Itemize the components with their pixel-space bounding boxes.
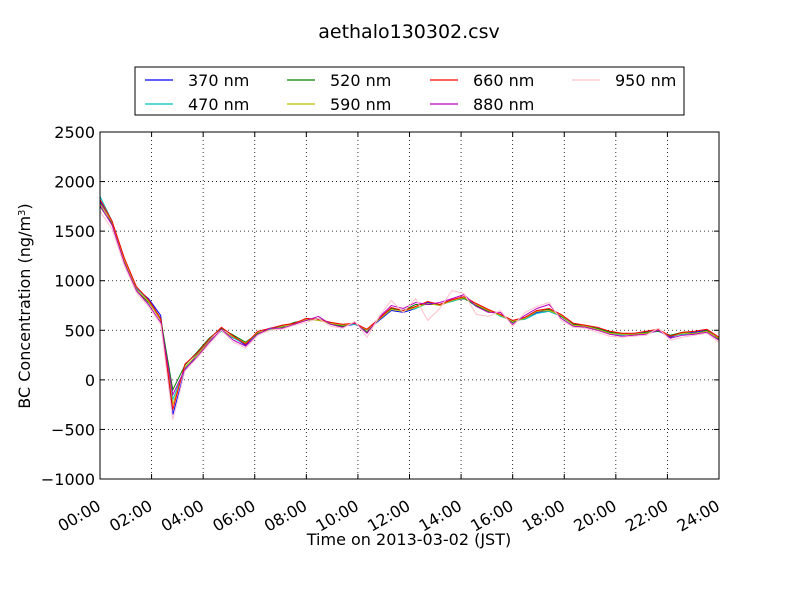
x-tick-label: 04:00 <box>158 496 207 536</box>
series-line-590-nm <box>99 203 720 405</box>
x-tick-label: 18:00 <box>519 496 568 536</box>
x-tick-label: 00:00 <box>55 496 104 536</box>
legend-label: 520 nm <box>330 71 391 90</box>
legend-box <box>134 66 685 116</box>
y-tick-label: 0 <box>85 371 95 390</box>
y-tick-label: 1000 <box>54 272 95 291</box>
y-tick-label: 500 <box>64 321 95 340</box>
y-axis-label-end: ) <box>15 203 34 209</box>
y-axis-ticks: 2500 2000 1500 1000 500 0 −500 −1000 <box>41 123 719 489</box>
x-tick-label: 02:00 <box>106 496 155 536</box>
y-tick-label: 2000 <box>54 173 95 192</box>
x-tick-label: 22:00 <box>622 496 671 536</box>
y-axis-label: BC Concentration (ng/m3) <box>15 203 34 408</box>
legend-label: 950 nm <box>615 71 676 90</box>
legend-label: 660 nm <box>473 71 534 90</box>
series-line-950-nm <box>99 211 720 420</box>
x-tick-label: 06:00 <box>209 496 258 536</box>
legend-label: 880 nm <box>473 95 534 114</box>
y-tick-label: 2500 <box>54 123 95 142</box>
y-tick-label: −1000 <box>41 470 95 489</box>
x-tick-label: 08:00 <box>261 496 310 536</box>
chart-title: aethalo130302.csv <box>318 21 500 43</box>
y-tick-label: −500 <box>51 420 95 439</box>
legend-label: 370 nm <box>188 71 249 90</box>
legend-label: 470 nm <box>188 95 249 114</box>
x-tick-label: 20:00 <box>570 496 619 536</box>
y-axis-label-sup: 3 <box>17 210 28 216</box>
x-axis-label: Time on 2013-03-02 (JST) <box>306 530 511 549</box>
x-tick-label: 24:00 <box>674 496 723 536</box>
y-axis-label-main: BC Concentration (ng/m <box>15 216 34 409</box>
series-line-470-nm <box>99 196 720 402</box>
legend-label: 590 nm <box>330 95 391 114</box>
legend: 370 nm 470 nm 520 nm 590 nm 660 nm 880 nm 950 … <box>134 66 685 116</box>
series-line-660-nm <box>99 199 720 410</box>
y-tick-label: 1500 <box>54 222 95 241</box>
plot-series <box>99 196 720 420</box>
